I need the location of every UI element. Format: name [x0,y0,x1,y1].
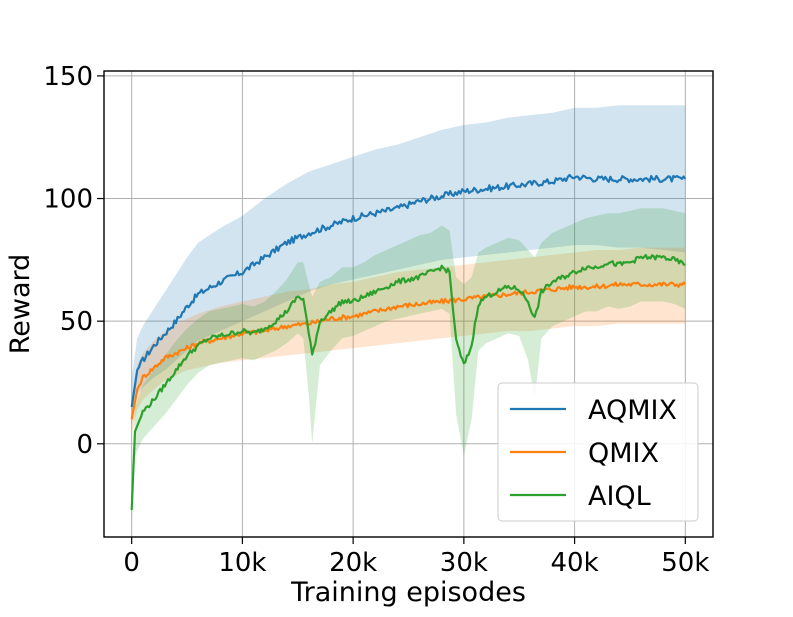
x-axis-title: Training episodes [290,577,526,608]
band-aqmix [131,105,686,425]
x-tick-label: 40k [551,548,599,578]
x-tick-label: 20k [329,548,377,578]
y-tick-label: 0 [76,430,93,460]
x-tick-label: 30k [440,548,488,578]
plot-frame [103,70,714,538]
legend: AQMIX QMIX AIQL [497,382,699,522]
legend-box [497,382,699,522]
legend-label-aiql: AIQL [588,481,651,512]
x-tick-label: 0 [123,548,140,578]
x-tick-label: 50k [661,548,709,578]
line-aqmix [130,173,687,408]
legend-label-aqmix: AQMIX [588,395,677,426]
series-lines [130,173,687,511]
grid-lines [104,71,713,537]
line-qmix [130,281,687,420]
y-tick-label: 150 [43,62,93,92]
x-tick-label: 10k [218,548,266,578]
y-tick-label: 100 [43,185,93,215]
y-tick-label: 50 [60,307,93,337]
y-axis-title: Reward [5,254,36,355]
band-qmix [131,247,686,434]
legend-label-qmix: QMIX [588,438,659,469]
line-aiql [130,254,686,511]
axis-ticks: 0 10k 20k 30k 40k 50k 0 50 100 150 [43,62,709,578]
